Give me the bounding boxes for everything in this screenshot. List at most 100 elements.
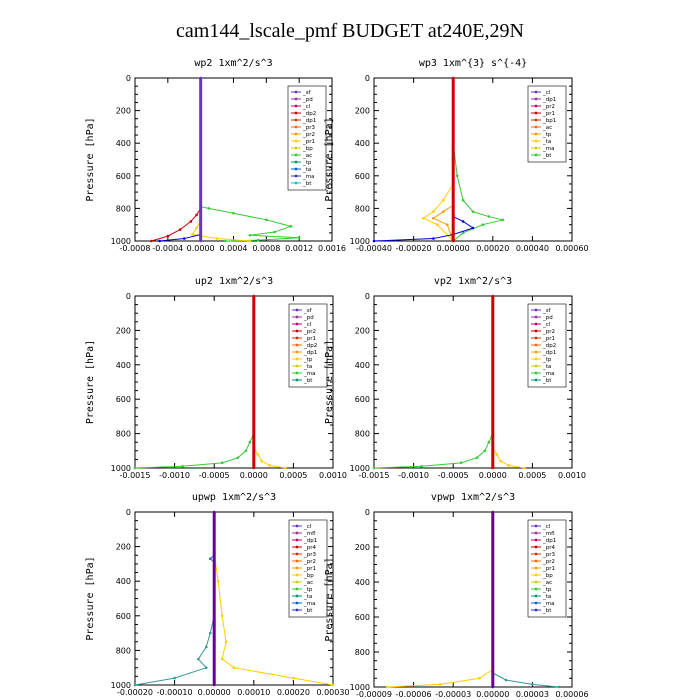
x-tick-label: 0.0005 [518,471,546,480]
data-point [471,226,475,230]
data-point [478,676,481,680]
legend-marker [295,566,299,570]
series-line-ac [492,672,559,688]
y-axis-label: Pressure [hPa] [85,340,96,424]
data-point [204,666,208,669]
data-point [451,239,455,243]
legend-marker [534,580,538,584]
data-point [166,234,170,238]
data-point [372,239,376,243]
chart-panel-4: vp2 1xm^2/s^3 Pressure [hPa] 0 200 400 600 800… [324,276,586,480]
legend-marker [534,132,538,136]
legend-label: _pr3 [542,552,556,558]
y-tick-label: 800 [355,204,370,213]
legend-marker [534,146,538,150]
legend-label: _ma [542,146,554,152]
data-point [195,213,198,217]
data-point [220,657,224,661]
legend-marker [534,601,538,605]
legend-marker [294,146,298,150]
legend-label: _bp1 [542,118,556,124]
data-point [436,223,439,226]
data-point [212,510,216,514]
legend-marker [295,580,299,584]
data-point [432,216,435,220]
legend-label: _pr2 [542,329,555,335]
data-point [491,510,495,514]
x-tick-label: -0.0004 [152,244,183,253]
x-tick-label: -0.00006 [396,690,432,699]
data-point [501,218,505,222]
legend-label: _cl [542,90,551,96]
data-point [531,683,534,686]
legend: _cl_mfl_dp1_pr4_pr3_pr2_pr1_bp_ac_tp_ta_… [527,519,567,618]
legend-marker [295,343,299,347]
legend-marker [295,608,299,612]
legend-marker [294,111,298,115]
legend-label: _ta [542,594,551,600]
data-point [220,461,224,465]
x-tick-label: -0.0005 [438,471,469,480]
legend-marker [294,160,298,164]
data-point [273,230,276,234]
legend-marker [534,90,538,94]
data-point [487,215,491,218]
legend-label: _tp [542,132,552,138]
x-tick-label: -0.00010 [157,688,193,697]
legend-marker [534,125,538,129]
legend-label: _pr1 [542,111,555,117]
legend-marker [295,594,299,598]
legend-label: _tp [302,160,312,166]
data-point [491,294,495,298]
legend-marker [295,587,299,591]
legend-label: _sf [303,308,313,314]
y-tick-label: 400 [116,139,131,148]
legend-marker [294,181,298,185]
data-point [216,579,220,583]
series-line-dp1 [134,433,255,469]
y-tick-label: 1000 [350,683,370,692]
legend-marker [294,153,298,157]
x-tick-label: 0.00000 [437,244,470,253]
legend-label: _pr3 [303,552,317,558]
y-tick-label: 200 [116,326,131,335]
legend-label: _pr2 [542,104,555,110]
data-point [252,466,256,470]
data-point [173,676,176,680]
data-point [422,216,425,220]
legend-marker [534,566,538,570]
data-point [483,449,487,453]
legend: _sf_pd_cl_pr2_pr1_dp2_dp1_tp_ta_ma_bt [288,303,328,388]
data-point [372,466,376,470]
y-tick-label: 400 [355,139,370,148]
x-tick-label: 0.00020 [277,688,310,697]
legend-label: _dp2 [542,343,556,349]
data-point [420,464,423,468]
data-point [461,231,465,235]
legend-marker [295,322,299,326]
x-tick-label: 0.00003 [516,690,549,699]
x-tick-label: 0.00010 [237,688,270,697]
legend-marker [295,329,299,333]
x-tick-label: -0.00020 [117,688,153,697]
legend-marker [534,587,538,591]
legend-marker [534,111,538,115]
x-tick-label: 0.0008 [252,244,280,253]
y-tick-label: 1000 [350,237,370,246]
chart-panel-6: vpwp 1xm^2/s^3 Pressure [hPa] 0 200 400 600 80… [324,492,589,699]
data-point [248,239,252,243]
y-tick-label: 0 [126,74,131,83]
legend-label: _ac [542,580,552,586]
legend-label: _bt [542,608,552,614]
legend-label: _ac [302,153,312,159]
legend-label: _pr1 [303,566,316,572]
legend-label: _ac [542,125,552,131]
legend-marker [534,378,538,382]
data-point [189,220,193,223]
data-point [212,683,216,687]
data-point [236,456,240,459]
data-point [504,678,508,682]
legend-marker [294,118,298,122]
data-point [487,440,491,444]
legend-marker [534,350,538,354]
